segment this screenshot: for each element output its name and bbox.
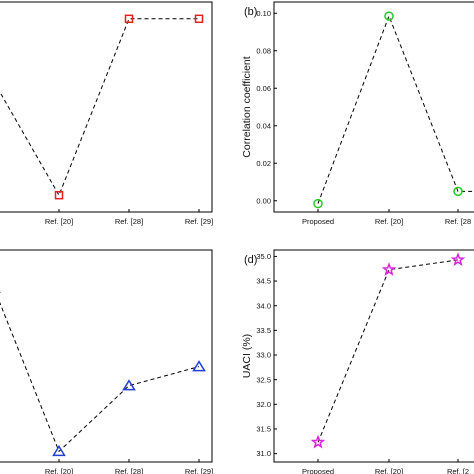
data-point — [124, 14, 134, 24]
series-group — [313, 11, 474, 209]
data-point — [453, 186, 463, 197]
data-point — [54, 190, 64, 200]
data-point — [52, 444, 66, 457]
data-point — [122, 379, 136, 391]
y-tick-label: 0.04 — [256, 121, 271, 130]
x-tick-label: Ref. [20] — [45, 217, 73, 226]
x-tick-label: Ref. [29] — [185, 217, 213, 226]
plot-frame — [0, 249, 213, 463]
panel-label: (d) — [244, 254, 257, 266]
data-point — [450, 252, 466, 267]
x-tick-label: Ref. [28 — [445, 217, 471, 226]
data-point — [194, 14, 204, 24]
series-line — [0, 301, 200, 453]
x-tick-label: Ref. [2 — [447, 467, 469, 474]
chart-panel-3: Ref. [20] Ref. [28] Ref. [29] — [0, 249, 213, 474]
series-line — [317, 14, 474, 204]
y-axis-title: Correlation coefficient — [241, 56, 253, 157]
plot-frame — [0, 1, 213, 213]
series-line — [0, 18, 199, 197]
y-tick-label: 0.00 — [256, 196, 271, 205]
x-tick-label: Ref. [29] — [185, 467, 213, 474]
data-point — [384, 11, 394, 21]
plot-frame — [273, 249, 474, 463]
series-line — [317, 259, 459, 443]
y-tick-label: 0.06 — [256, 84, 271, 93]
x-tick-label: Ref. [20] — [375, 217, 403, 226]
y-tick-label: 31.5 — [256, 425, 271, 434]
chart-panel-4: Proposed Ref. [20] Ref. [2 31.0 31.5 32.0 32.5… — [241, 249, 474, 474]
data-point — [192, 360, 206, 372]
y-axis-title: UACI (%) — [241, 334, 253, 378]
y-tick-label: 31.0 — [256, 449, 271, 458]
x-tick-label: Proposed — [302, 467, 334, 474]
y-tick-label: 34.0 — [256, 301, 271, 310]
x-tick-label: Proposed — [302, 217, 334, 226]
y-tick-label: 32.0 — [256, 400, 271, 409]
series-group — [310, 252, 466, 449]
plot-frame — [273, 1, 474, 213]
x-tick-label: Ref. [20] — [375, 467, 403, 474]
y-tick-label: 35.0 — [256, 252, 271, 261]
data-point — [310, 434, 326, 449]
series-group — [0, 291, 206, 457]
chart-panel-2: Proposed Ref. [20] Ref. [28 0.00 0.02 0.04 0.0… — [241, 1, 474, 226]
y-tick-label: 0.08 — [256, 46, 271, 55]
panel-label: (b) — [244, 6, 257, 18]
x-tick-label: Ref. [28] — [115, 217, 143, 226]
x-tick-label: Ref. [28] — [115, 467, 143, 474]
y-tick-label: 0.10 — [256, 9, 271, 18]
data-point — [313, 198, 323, 209]
data-point — [381, 262, 397, 276]
series-group — [0, 14, 204, 200]
y-tick-label: 32.5 — [256, 375, 271, 384]
x-tick-label: Ref. [20] — [45, 467, 73, 474]
y-tick-label: 0.02 — [256, 159, 271, 168]
y-tick-label: 34.5 — [256, 277, 271, 286]
y-tick-label: 33.5 — [256, 326, 271, 335]
y-tick-label: 33.0 — [256, 351, 271, 360]
